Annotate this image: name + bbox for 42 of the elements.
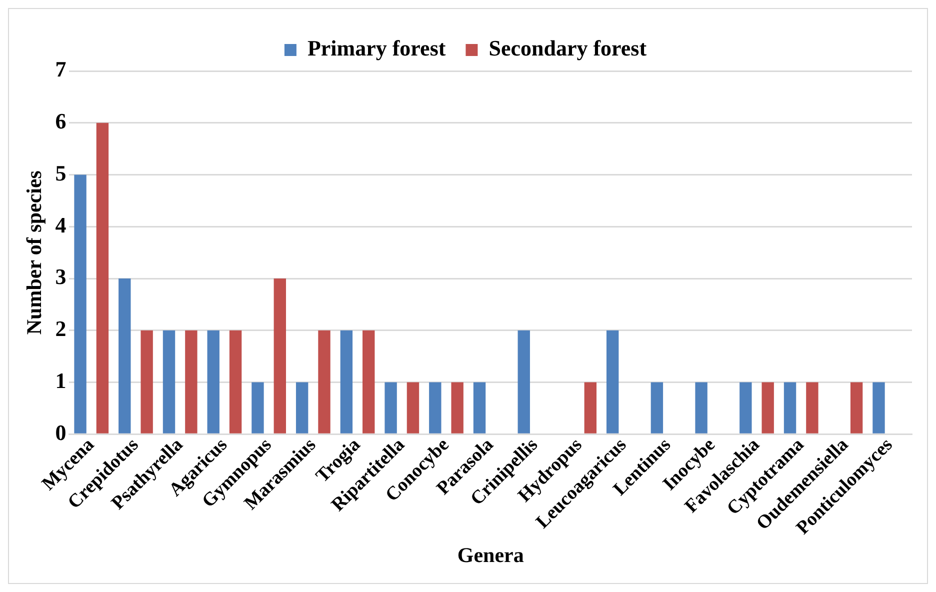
bar — [162, 330, 176, 434]
bar — [518, 330, 530, 434]
bar — [650, 382, 664, 434]
bar — [274, 278, 286, 434]
bar — [118, 278, 131, 434]
bar — [584, 382, 597, 434]
bar — [695, 382, 708, 434]
legend-label: Secondary forest — [488, 36, 648, 61]
bar — [140, 330, 153, 434]
bar — [318, 330, 330, 434]
bar — [784, 382, 796, 434]
bar — [872, 382, 885, 434]
bar — [362, 330, 375, 434]
y-tick-label: 3 — [55, 264, 66, 290]
bar — [740, 382, 752, 434]
bar — [406, 382, 420, 434]
bar — [340, 330, 353, 434]
bar — [762, 382, 774, 434]
bar — [74, 174, 86, 434]
bar — [185, 330, 198, 434]
bar — [806, 382, 818, 434]
bar — [96, 122, 109, 434]
bar — [252, 382, 264, 434]
y-axis-title: Number of species — [22, 170, 46, 335]
bar — [606, 330, 619, 434]
x-axis-title: Genera — [457, 542, 524, 567]
bar — [229, 330, 242, 434]
y-tick-label: 2 — [55, 316, 66, 342]
y-tick-label: 6 — [55, 108, 66, 134]
bar — [451, 382, 464, 434]
y-tick-label: 7 — [55, 56, 66, 82]
bar — [296, 382, 308, 434]
bar — [429, 382, 442, 434]
bar — [384, 382, 397, 434]
y-tick-label: 0 — [55, 420, 66, 445]
y-tick-label: 1 — [55, 368, 66, 393]
y-tick-label: 4 — [55, 212, 66, 238]
bar — [207, 330, 220, 434]
y-tick-label: 5 — [55, 160, 66, 186]
bar — [850, 382, 863, 434]
bar — [473, 382, 486, 434]
legend-label: Primary forest — [307, 36, 446, 61]
